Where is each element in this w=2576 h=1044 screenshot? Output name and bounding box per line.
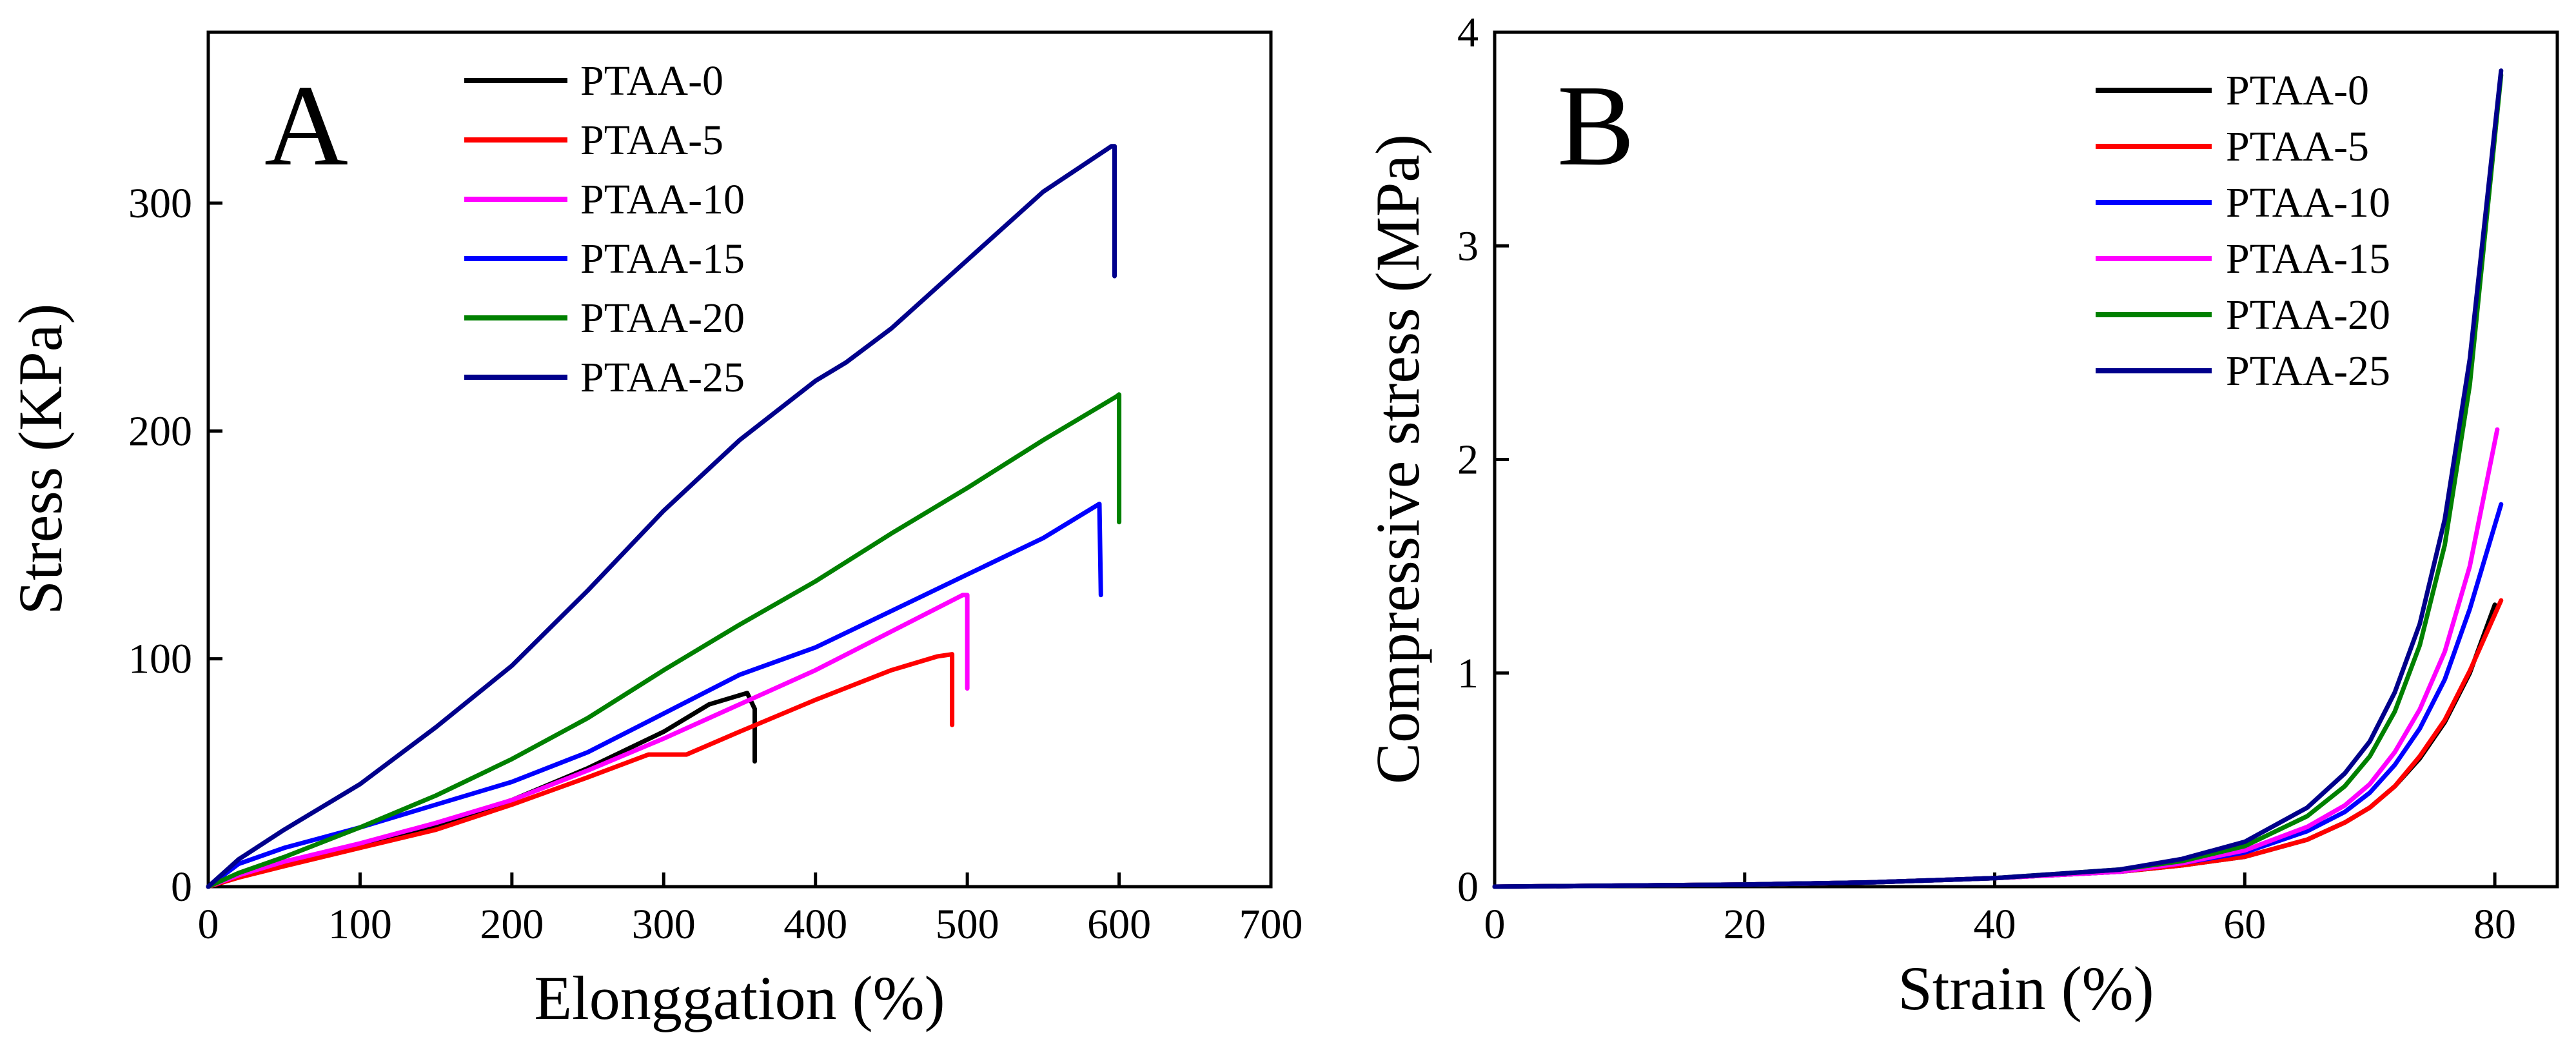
panel-b-ticks: 0 20 40 60 80 0 1 2 3 4 xyxy=(1457,9,2516,948)
series-line-ptaa-5 xyxy=(1492,598,2504,889)
series-line-ptaa-0 xyxy=(1492,602,2497,889)
x-tick-label: 0 xyxy=(198,901,219,948)
x-tick-label: 60 xyxy=(2223,901,2266,948)
y-tick-label: 200 xyxy=(128,408,192,455)
x-tick-label: 20 xyxy=(1724,901,1766,948)
legend-label-ptaa-10: PTAA-10 xyxy=(2226,179,2390,226)
panel-a-frame xyxy=(206,30,1273,889)
x-tick-label: 100 xyxy=(328,901,392,948)
x-tick-label: 80 xyxy=(2473,901,2516,948)
panel-b-letter: B xyxy=(1557,61,1635,190)
x-tick-label: 700 xyxy=(1239,901,1303,948)
legend-label-ptaa-25: PTAA-25 xyxy=(580,354,745,401)
panel-b-legend: PTAA-0 PTAA-5 PTAA-10 PTAA-15 PTAA-20 PTAA-25 xyxy=(2096,67,2390,395)
y-tick-label: 2 xyxy=(1457,437,1479,484)
x-tick-label: 600 xyxy=(1087,901,1151,948)
panel-a-y-axis-title: Stress (KPa) xyxy=(6,304,75,615)
y-tick-label: 300 xyxy=(128,180,192,227)
series-line-ptaa-10 xyxy=(1492,502,2504,889)
series-line-ptaa-10 xyxy=(206,593,970,889)
legend-label-ptaa-15: PTAA-15 xyxy=(580,235,745,282)
series-line-ptaa-15 xyxy=(206,501,1103,889)
panel-b-series xyxy=(1492,68,2504,889)
x-tick-label: 200 xyxy=(480,901,544,948)
series-line-ptaa-25 xyxy=(206,144,1117,889)
panel-a: A 0 100 200 300 400 500 600 700 0 100 200 300 PTAA-… xyxy=(6,30,1303,1032)
y-tick-label: 0 xyxy=(1457,863,1479,911)
legend-label-ptaa-10: PTAA-10 xyxy=(580,176,745,223)
panel-a-x-axis-title: Elonggation (%) xyxy=(534,963,945,1032)
series-line-ptaa-20 xyxy=(206,392,1122,889)
panel-a-letter: A xyxy=(264,61,348,190)
series-line-ptaa-5 xyxy=(206,652,955,889)
panel-b-x-axis-title: Strain (%) xyxy=(1898,954,2154,1023)
panel-b-y-axis-title: Compressive stress (MPa) xyxy=(1363,134,1432,784)
x-tick-label: 400 xyxy=(783,901,847,948)
legend-label-ptaa-20: PTAA-20 xyxy=(2226,291,2390,339)
legend-label-ptaa-0: PTAA-0 xyxy=(580,57,723,104)
legend-label-ptaa-0: PTAA-0 xyxy=(2226,67,2369,114)
panel-a-legend: PTAA-0 PTAA-5 PTAA-10 PTAA-15 PTAA-20 PTAA-25 xyxy=(464,57,745,401)
y-tick-label: 3 xyxy=(1457,222,1479,270)
y-tick-label: 4 xyxy=(1457,9,1479,56)
legend-label-ptaa-5: PTAA-5 xyxy=(580,117,723,164)
x-tick-label: 500 xyxy=(936,901,999,948)
panel-a-ticks: 0 100 200 300 400 500 600 700 0 100 200 300 xyxy=(128,180,1303,948)
legend-label-ptaa-20: PTAA-20 xyxy=(580,295,745,342)
panel-a-series xyxy=(206,144,1122,889)
x-tick-label: 40 xyxy=(1974,901,2016,948)
y-tick-label: 0 xyxy=(171,863,192,911)
legend-label-ptaa-25: PTAA-25 xyxy=(2226,348,2390,395)
series-line-ptaa-15 xyxy=(1492,427,2500,889)
x-tick-label: 0 xyxy=(1484,901,1506,948)
series-line-ptaa-25 xyxy=(1492,68,2504,889)
legend-label-ptaa-5: PTAA-5 xyxy=(2226,123,2369,170)
legend-label-ptaa-15: PTAA-15 xyxy=(2226,235,2390,282)
x-tick-label: 300 xyxy=(632,901,696,948)
y-tick-label: 100 xyxy=(128,636,192,683)
y-tick-label: 1 xyxy=(1457,650,1479,697)
